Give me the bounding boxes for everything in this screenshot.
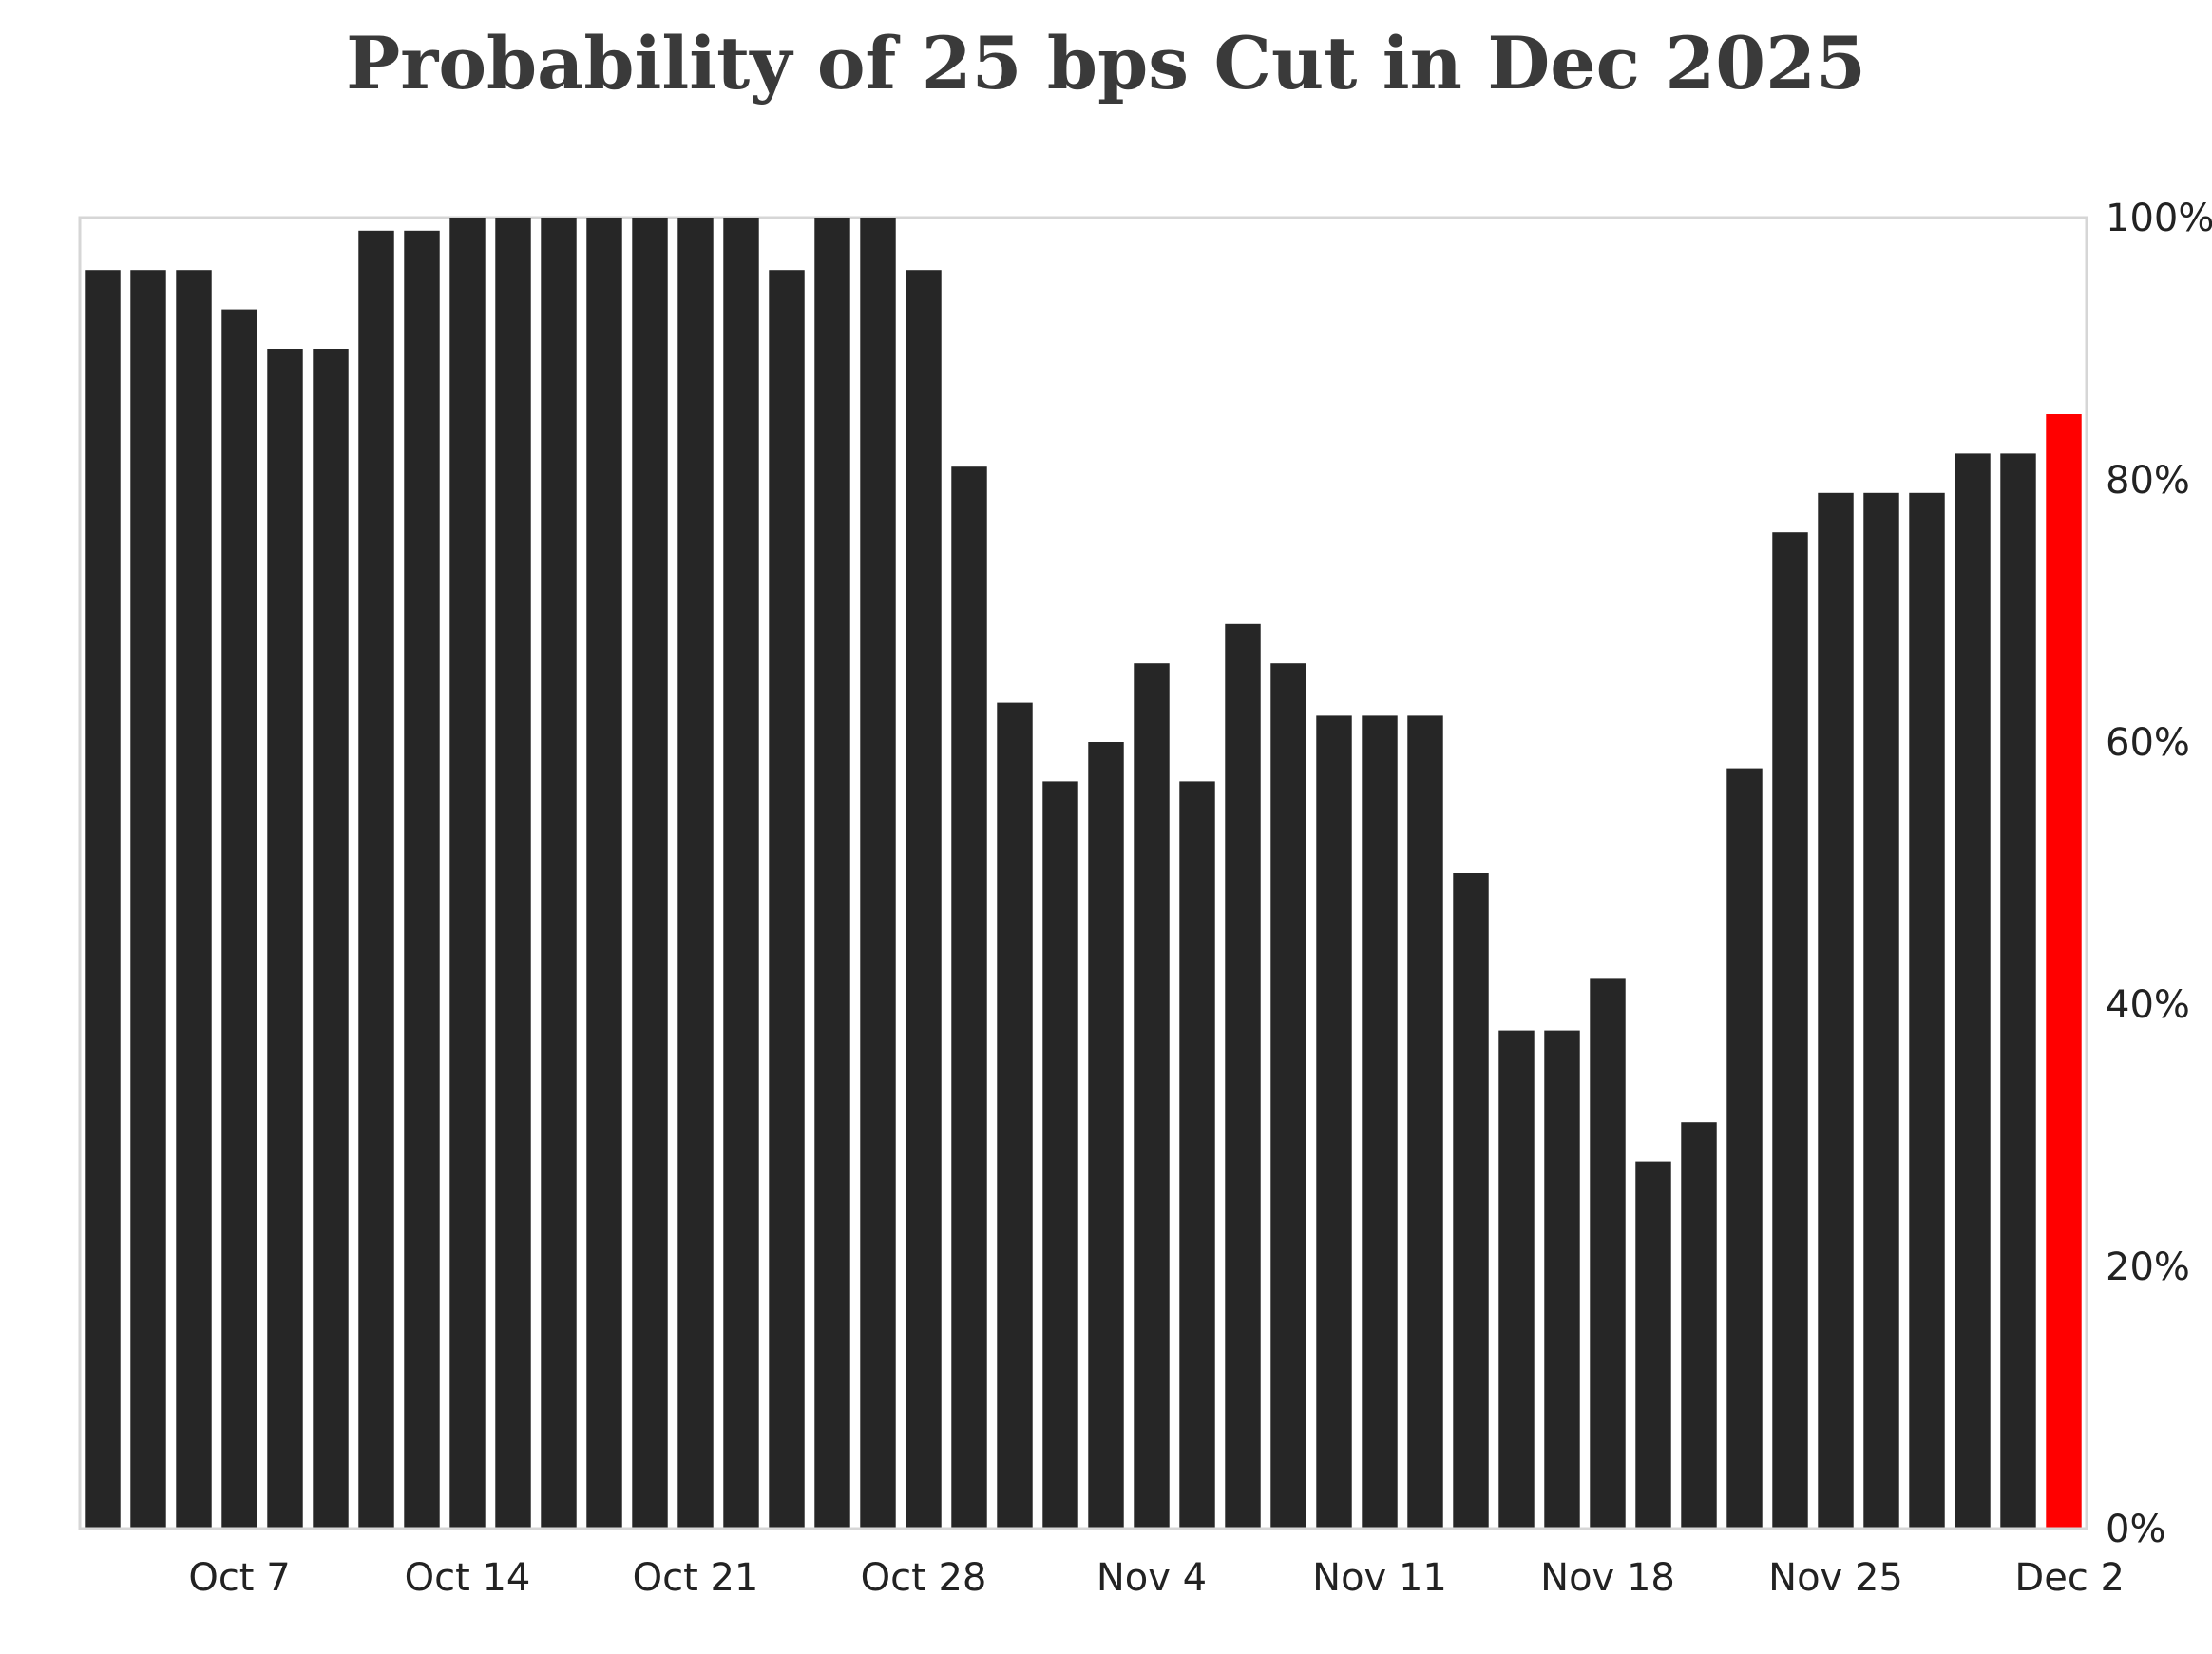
x-tick-label: Nov 4 — [1096, 1556, 1207, 1600]
bar — [997, 702, 1033, 1529]
y-tick-label: 60% — [2106, 721, 2190, 765]
bar — [1316, 715, 1352, 1529]
y-tick-label: 80% — [2106, 459, 2190, 503]
bar — [769, 270, 805, 1530]
x-tick-label: Nov 25 — [1768, 1556, 1903, 1600]
bar — [677, 218, 714, 1529]
x-tick-label: Nov 18 — [1540, 1556, 1675, 1600]
bar — [1407, 715, 1443, 1529]
bar — [267, 349, 303, 1529]
y-tick-label: 20% — [2106, 1245, 2190, 1289]
y-axis: 0% 20% 40% 60% 80% 100% — [2106, 197, 2212, 1551]
x-tick-label: Oct 14 — [405, 1556, 531, 1600]
x-tick-label: Nov 11 — [1312, 1556, 1447, 1600]
bar — [723, 218, 759, 1529]
bar — [1590, 978, 1626, 1529]
bar — [951, 466, 987, 1530]
bar — [1225, 623, 1261, 1529]
bar — [449, 218, 486, 1529]
bar — [495, 218, 531, 1529]
bar — [1681, 1122, 1717, 1529]
bar — [632, 218, 668, 1529]
chart-title: Probability of 25 bps Cut in Dec 2025 — [346, 21, 1866, 105]
bar — [130, 270, 166, 1530]
bar — [313, 349, 349, 1529]
x-tick-label: Oct 21 — [633, 1556, 759, 1600]
bar — [221, 309, 257, 1530]
bar — [176, 270, 212, 1530]
bar-highlight — [2046, 414, 2082, 1529]
bar — [1088, 742, 1124, 1529]
bar — [1179, 781, 1215, 1529]
bar — [586, 218, 622, 1529]
bar — [1544, 1030, 1580, 1529]
bar — [1863, 492, 1899, 1529]
y-tick-label: 40% — [2106, 983, 2190, 1027]
y-tick-label: 100% — [2106, 197, 2212, 240]
bar — [1955, 453, 1991, 1529]
bar — [404, 230, 440, 1529]
bar — [1270, 663, 1306, 1529]
bar — [1909, 492, 1945, 1529]
bar — [1362, 715, 1398, 1529]
bar — [358, 230, 394, 1529]
bar — [1772, 532, 1808, 1530]
x-tick-label: Oct 28 — [861, 1556, 987, 1600]
bar — [85, 270, 121, 1530]
bar — [1818, 492, 1854, 1529]
bar — [814, 218, 850, 1529]
bar — [1726, 768, 1763, 1529]
bar — [860, 218, 896, 1529]
x-axis: Oct 7 Oct 14 Oct 21 Oct 28 Nov 4 Nov 11 Nov 18… — [188, 1556, 2125, 1600]
bars-group — [85, 218, 2082, 1530]
bar — [1042, 781, 1078, 1529]
bar — [1635, 1161, 1671, 1529]
bar — [1453, 873, 1489, 1529]
bar — [906, 270, 942, 1530]
bar — [2000, 453, 2036, 1529]
bar — [1134, 663, 1170, 1529]
x-tick-label: Oct 7 — [188, 1556, 290, 1600]
x-tick-label: Dec 2 — [2014, 1556, 2125, 1600]
bar — [1498, 1030, 1535, 1529]
bar — [541, 218, 577, 1529]
y-tick-label: 0% — [2106, 1508, 2165, 1551]
